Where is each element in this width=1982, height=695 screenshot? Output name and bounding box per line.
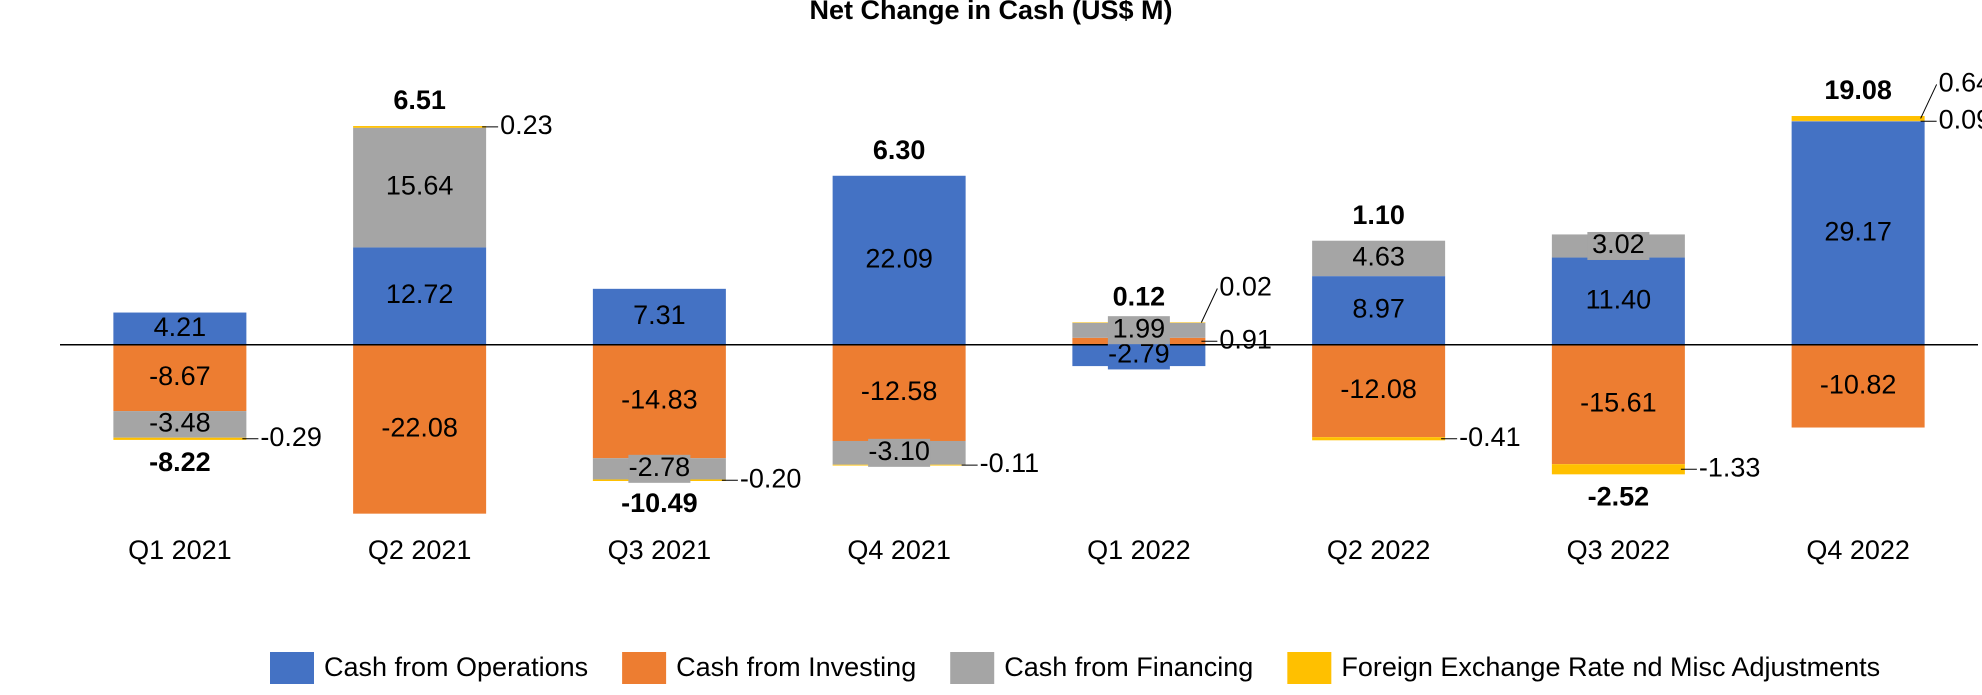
bar-segment — [1551, 344, 1685, 465]
data-label: -14.83 — [621, 385, 698, 415]
bar-segment — [353, 344, 487, 514]
total-label: 6.51 — [393, 85, 446, 115]
bar-segment — [1791, 344, 1925, 428]
data-label: -12.58 — [861, 376, 938, 406]
bar-segment — [1312, 344, 1446, 438]
data-label: -0.20 — [740, 463, 802, 493]
data-label: 0.64 — [1939, 68, 1982, 98]
data-label: -15.61 — [1580, 388, 1657, 418]
leader-line — [1200, 288, 1218, 323]
data-label: 11.40 — [1586, 284, 1652, 314]
x-tick-label: Q2 2022 — [1327, 535, 1431, 565]
bar-segment — [1312, 437, 1446, 441]
label-box — [868, 438, 931, 467]
bar-segment — [832, 175, 966, 345]
data-label: -0.41 — [1459, 422, 1521, 452]
total-label: 0.12 — [1113, 282, 1166, 312]
label-box — [1107, 341, 1170, 370]
legend-swatch — [1287, 652, 1332, 684]
data-label: 3.02 — [1592, 229, 1645, 259]
bar-segment — [353, 247, 487, 345]
bar-segment — [1312, 276, 1446, 345]
data-label: -8.67 — [149, 361, 211, 391]
label-box — [1107, 316, 1170, 345]
bar-segment — [113, 437, 247, 440]
legend-label: Cash from Financing — [1004, 652, 1253, 682]
data-label: -22.08 — [381, 412, 458, 442]
legend-label: Cash from Operations — [324, 652, 588, 682]
data-label: 15.64 — [386, 171, 454, 201]
total-label: -8.22 — [149, 447, 211, 477]
bar-segment — [592, 288, 726, 345]
x-tick-label: Q2 2021 — [368, 535, 472, 565]
data-label: 22.09 — [865, 243, 933, 273]
bar-segment — [1791, 121, 1925, 345]
data-label: 8.97 — [1352, 294, 1405, 324]
legend-swatch — [270, 652, 314, 684]
total-label: 6.30 — [873, 135, 926, 165]
labels: 4.21 -8.67 -3.48 -0.29 -8.22 12.72 -22.08 15.64… — [149, 68, 1982, 519]
total-label: 1.10 — [1352, 200, 1405, 230]
label-box — [628, 454, 691, 483]
data-label: 0.02 — [1219, 272, 1272, 302]
data-label: 0.23 — [500, 110, 553, 140]
data-label: -2.78 — [629, 452, 691, 482]
data-label: -3.10 — [868, 436, 930, 466]
legend-label: Foreign Exchange Rate nd Misc Adjustment… — [1341, 652, 1880, 682]
legend-label: Cash from Investing — [676, 652, 916, 682]
data-label: -3.48 — [149, 408, 211, 438]
data-label: 0.09 — [1939, 104, 1982, 134]
x-tick-label: Q4 2022 — [1806, 535, 1910, 565]
total-label: 19.08 — [1824, 75, 1892, 105]
bar-segment — [1312, 240, 1446, 277]
legend-swatch — [622, 652, 667, 684]
legend: Cash from Operations Cash from Investing C… — [270, 652, 1880, 684]
bar-segment — [832, 344, 966, 441]
bar-segment — [592, 344, 726, 459]
data-label: 12.72 — [386, 279, 454, 309]
bar-segment — [113, 411, 247, 438]
data-label: 4.63 — [1352, 242, 1405, 272]
total-label: -10.49 — [621, 488, 698, 518]
data-label: 29.17 — [1824, 216, 1892, 246]
bar-segment — [1791, 116, 1925, 121]
data-label: 0.91 — [1219, 324, 1272, 354]
bar-segment — [353, 126, 487, 128]
data-label: -0.11 — [980, 448, 1040, 478]
data-label: -12.08 — [1340, 374, 1417, 404]
bar-segment — [1551, 464, 1685, 475]
legend-swatch — [950, 652, 995, 684]
bar-segment — [1551, 257, 1685, 345]
label-box — [1587, 231, 1650, 260]
bar-segment — [1791, 120, 1925, 122]
x-tick-label: Q3 2021 — [608, 535, 712, 565]
x-tick-label: Q4 2021 — [847, 535, 951, 565]
x-tick-label: Q1 2022 — [1087, 535, 1191, 565]
bar-segment — [353, 127, 487, 248]
x-tick-label: Q3 2022 — [1567, 535, 1671, 565]
data-label: 4.21 — [154, 312, 207, 342]
chart-title: Net Change in Cash (US$ M) — [809, 0, 1172, 25]
x-tick-label: Q1 2021 — [128, 535, 232, 565]
data-label: -1.33 — [1699, 452, 1761, 482]
data-label: 1.99 — [1113, 313, 1166, 343]
bar-segment — [113, 312, 247, 345]
bars — [60, 116, 1978, 514]
data-label: -0.29 — [260, 422, 322, 452]
data-label: -10.82 — [1820, 369, 1897, 399]
total-label: -2.52 — [1588, 481, 1650, 511]
leader-line — [1920, 84, 1938, 119]
bar-segment — [113, 344, 247, 412]
data-label: 7.31 — [633, 300, 686, 330]
